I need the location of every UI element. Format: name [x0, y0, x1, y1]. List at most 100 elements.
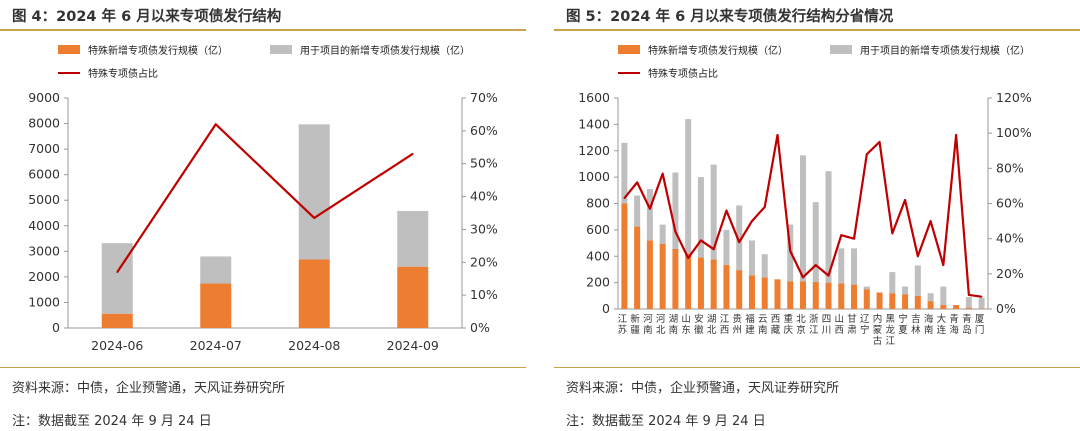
right-bar-project-0 — [621, 142, 628, 204]
left-bar-project-2 — [298, 124, 330, 260]
right-ratio-point-10 — [751, 220, 753, 222]
left-legend-label-special: 特殊新增专项债发行规模（亿） — [88, 44, 228, 57]
right-x-tick-label-2-1: 南 — [643, 324, 653, 336]
right-x-tick-label-23-0: 吉 — [911, 314, 921, 325]
right-y-tick-label-6: 1200 — [578, 143, 610, 158]
left-figure-title: 图 4：2024 年 6 月以来专项债发行结构 — [12, 9, 282, 25]
left-y2-tick-label-2: 20% — [470, 254, 498, 269]
left-y2-tick-label-6: 60% — [470, 123, 498, 138]
left-chart-svg: 特殊新增专项债发行规模（亿） 用于项目的新增专项债发行规模（亿） 特殊专项债占比 0 1… — [28, 44, 498, 353]
left-bar-project-3 — [397, 210, 429, 267]
right-figure-panel: 图 5：2024 年 6 月以来专项债发行结构分省情况 特殊新增专项债发行规模（… — [554, 0, 1080, 431]
left-legend-swatch-special — [58, 45, 80, 54]
right-x-tick-label-15-1: 江 — [809, 325, 819, 336]
right-x-tick-label-6-0: 安 — [694, 313, 704, 325]
right-x-tick-label-0-1: 苏 — [618, 324, 628, 336]
right-ratio-point-28 — [980, 295, 983, 298]
right-bar-special-12 — [774, 279, 781, 309]
right-x-tick-label-5-0: 山 — [681, 314, 691, 325]
left-ratio-line — [116, 123, 414, 273]
left-bar-special-2 — [298, 259, 330, 328]
right-ratio-point-21 — [891, 232, 894, 235]
left-source-text: 资料来源：中债，企业预警通，天风证券研究所 — [12, 381, 286, 396]
right-y2-tick-label-5: 100% — [996, 125, 1032, 140]
right-x-tick-label-18-0: 甘 — [847, 313, 857, 325]
right-bar-project-27 — [965, 297, 972, 308]
right-bar-special-8 — [723, 264, 730, 309]
right-bar-special-19 — [863, 289, 870, 309]
right-x-tick-label-2-0: 河 — [643, 313, 653, 325]
right-bar-special-5 — [685, 253, 692, 309]
right-y-tick-label-0: 0 — [602, 301, 610, 316]
right-x-tick-label-10-0: 福 — [745, 313, 755, 325]
left-y-tick-label-5: 5000 — [28, 192, 60, 207]
left-y-tick-label-7: 7000 — [28, 141, 60, 156]
right-bar-project-5 — [685, 119, 692, 254]
right-x-tick-label-14-1: 京 — [796, 324, 806, 336]
right-y-tick-label-2: 400 — [586, 248, 610, 263]
right-bar-project-25 — [940, 286, 947, 306]
right-ratio-point-9 — [738, 241, 741, 243]
right-y2-tick-label-3: 60% — [996, 196, 1024, 211]
left-note-text: 注：数据截至 2024 年 9 月 24 日 — [12, 414, 212, 429]
right-legend-swatch-special — [618, 45, 640, 54]
right-x-tick-label-21-1: 龙 — [886, 324, 896, 336]
left-x-tick-label-1: 2024-07 — [190, 338, 242, 353]
right-ratio-point-25 — [942, 264, 945, 266]
right-x-tick-label-23-1: 林 — [911, 324, 921, 336]
right-bar-project-10 — [748, 240, 755, 276]
right-bar-special-7 — [710, 259, 717, 309]
left-bottom-rule — [0, 367, 526, 368]
right-x-tick-label-26-0: 青 — [949, 313, 959, 325]
right-ratio-point-14 — [802, 276, 804, 279]
right-x-tick-label-5-1: 东 — [681, 324, 691, 336]
left-x-tick-label-2: 2024-08 — [288, 338, 340, 353]
right-y2-tick-label-6: 120% — [996, 90, 1032, 105]
left-y2-tick-label-3: 30% — [470, 221, 498, 236]
right-chart-svg: 特殊新增专项债发行规模（亿） 用于项目的新增专项债发行规模（亿） 特殊专项债占比 0 2… — [578, 44, 1032, 347]
left-y-tick-label-1: 1000 — [28, 294, 60, 309]
left-y-tick-label-4: 4000 — [28, 218, 60, 233]
right-bar-project-6 — [697, 177, 704, 258]
right-x-tick-label-24-1: 南 — [924, 324, 934, 336]
right-x-tick-label-9-0: 贵 — [732, 313, 742, 325]
right-x-tick-label-0-0: 江 — [618, 314, 628, 325]
right-bar-project-14 — [800, 155, 806, 282]
left-y-tick-label-0: 0 — [52, 320, 60, 335]
left-bar-project-0 — [101, 243, 133, 314]
right-bar-special-27 — [965, 307, 972, 309]
right-bar-special-3 — [659, 243, 666, 309]
right-bar-project-24 — [927, 293, 934, 302]
right-x-tick-label-19-0: 辽 — [860, 313, 870, 325]
right-x-tick-label-7-0: 湖 — [707, 314, 717, 325]
right-x-tick-label-14-0: 北 — [796, 314, 806, 325]
right-y-tick-label-8: 1600 — [578, 90, 610, 105]
right-y-tick-label-3: 600 — [586, 222, 610, 237]
right-x-tick-label-16-1: 川 — [822, 325, 832, 336]
left-y-tick-label-3: 3000 — [28, 243, 60, 258]
left-y2-tick-label-4: 40% — [470, 189, 498, 204]
right-ratio-point-18 — [853, 237, 855, 240]
left-ratio-point-1 — [214, 123, 217, 126]
left-top-rule — [0, 29, 526, 31]
right-x-tick-label-22-1: 夏 — [898, 325, 908, 336]
right-ratio-point-23 — [917, 255, 919, 258]
right-bar-special-17 — [838, 283, 845, 309]
right-bar-special-21 — [889, 293, 896, 309]
right-bar-special-4 — [672, 248, 679, 309]
left-y2-tick-label-1: 10% — [470, 287, 498, 302]
right-x-tick-label-17-1: 西 — [835, 325, 845, 336]
right-bar-project-4 — [672, 172, 679, 249]
right-y2-tick-label-4: 80% — [996, 160, 1024, 175]
right-bar-special-9 — [736, 270, 743, 309]
left-bar-special-3 — [397, 266, 429, 328]
right-x-tick-label-21-0: 黑 — [886, 314, 896, 325]
right-x-tick-label-10-1: 建 — [745, 324, 755, 336]
right-note-text: 注：数据截至 2024 年 9 月 24 日 — [566, 414, 766, 429]
right-bar-special-22 — [902, 294, 909, 309]
left-y-tick-label-2: 2000 — [28, 269, 60, 284]
right-ratio-point-5 — [687, 257, 689, 259]
right-ratio-point-4 — [674, 230, 677, 233]
right-x-tick-label-8-0: 江 — [720, 314, 730, 325]
right-x-tick-label-28-1: 门 — [975, 324, 985, 336]
